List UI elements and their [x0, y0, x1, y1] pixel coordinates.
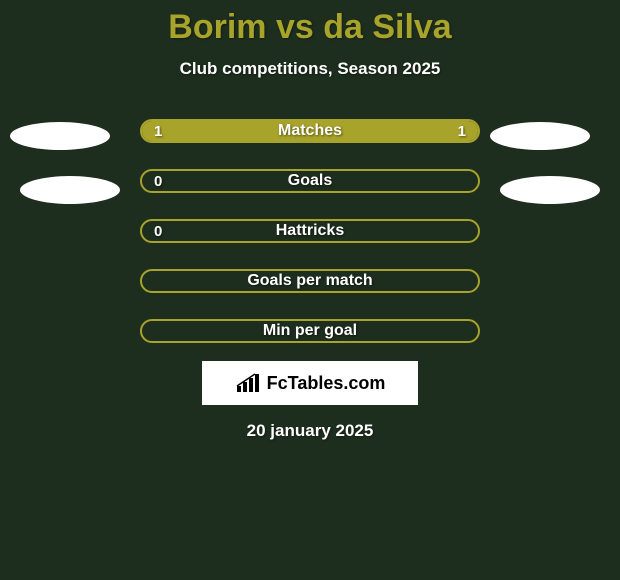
stat-bar: Min per goal [140, 319, 480, 343]
page-subtitle: Club competitions, Season 2025 [0, 59, 620, 79]
stat-row: 1 1 Matches [0, 119, 620, 143]
stats-list: 1 1 Matches 0 Goals 0 Hattricks Goals per match… [0, 119, 620, 343]
stat-row: Min per goal [0, 319, 620, 343]
stat-value-left: 0 [154, 173, 162, 190]
stat-label: Min per goal [263, 322, 357, 340]
stat-label: Goals [288, 172, 332, 190]
stat-bar: 0 Hattricks [140, 219, 480, 243]
brand-text: FcTables.com [267, 373, 386, 394]
stat-label: Goals per match [247, 272, 372, 290]
brand-left: Fc [267, 373, 288, 393]
bar-chart-icon [235, 372, 261, 394]
stat-bar: 1 1 Matches [140, 119, 480, 143]
stat-bar: 0 Goals [140, 169, 480, 193]
stat-label: Matches [278, 122, 342, 140]
stat-row: 0 Hattricks [0, 219, 620, 243]
comparison-infographic: Borim vs da Silva Club competitions, Sea… [0, 0, 620, 580]
stat-label: Hattricks [276, 222, 344, 240]
date-label: 20 january 2025 [0, 421, 620, 441]
stat-value-left: 0 [154, 223, 162, 240]
source-logo: FcTables.com [202, 361, 418, 405]
stat-value-left: 1 [154, 123, 162, 140]
stat-row: 0 Goals [0, 169, 620, 193]
page-title: Borim vs da Silva [0, 0, 620, 47]
stat-value-right: 1 [458, 123, 466, 140]
stat-bar: Goals per match [140, 269, 480, 293]
stat-row: Goals per match [0, 269, 620, 293]
brand-right: Tables.com [288, 373, 386, 393]
